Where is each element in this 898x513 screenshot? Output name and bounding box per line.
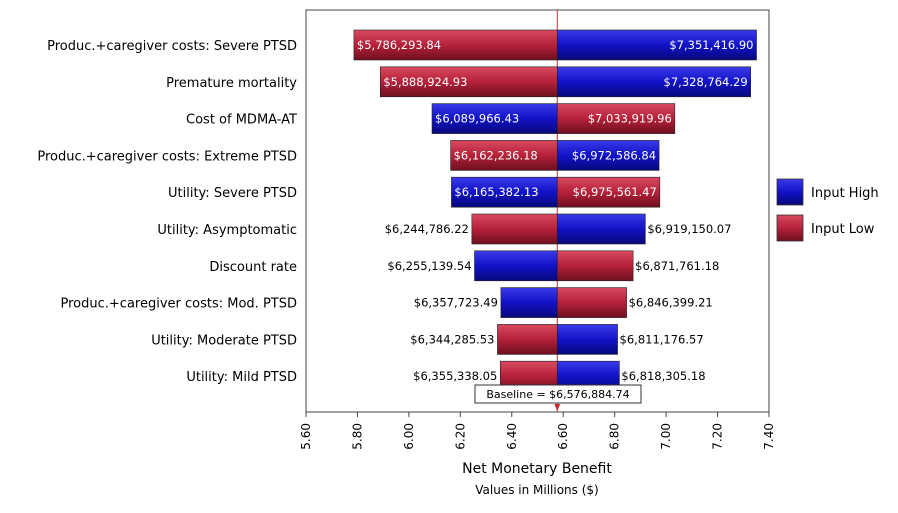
bar-low-value-label: $6,165,382.13 [454,185,538,199]
bar-low-segment [380,66,558,98]
x-tick-label: 6.20 [453,423,467,450]
x-axis-title: Net Monetary Benefit [462,461,612,477]
bar-high-segment [556,287,627,318]
x-tick-label: 5.60 [299,423,313,450]
bar-high-value-label: $6,811,176.57 [620,332,704,346]
category-label: Cost of MDMA-AT [186,113,297,128]
bar-low-value-label: $6,162,236.18 [454,148,538,162]
x-tick-label: 7.20 [711,423,725,450]
legend-swatch-input-high [776,178,804,206]
category-label: Utility: Asymptomatic [157,223,297,238]
category-label: Utility: Moderate PTSD [151,333,297,348]
bar-low-value-label: $6,244,786.22 [385,222,469,236]
category-label: Produc.+caregiver costs: Mod. PTSD [61,297,297,312]
x-tick-label: 6.60 [556,423,570,450]
bar-low-segment [471,213,558,245]
baseline-label: Baseline = $6,576,884.74 [486,388,629,401]
baseline-marker [554,404,561,411]
bar-low-value-label: $5,888,924.93 [383,75,467,89]
legend-label-input-low: Input Low [811,222,875,237]
bar-low-segment [451,176,558,208]
bar-low-segment [353,29,558,61]
bar-low-segment [431,103,558,134]
bar-high-value-label: $6,846,399.21 [629,296,713,310]
legend-label-input-high: Input High [811,186,879,201]
bar-high-value-label: $6,818,305.18 [621,369,705,383]
bar-high-segment [556,140,660,171]
bar-low-value-label: $6,344,285.53 [410,332,494,346]
bar-low-segment [474,250,558,282]
category-label: Utility: Mild PTSD [186,370,297,385]
category-label: Produc.+caregiver costs: Severe PTSD [47,39,297,54]
bar-low-segment [500,287,558,318]
bar-high-value-label: $6,972,586.84 [572,148,656,162]
legend: Input High Input Low [776,178,879,242]
category-label: Premature mortality [166,76,297,91]
bar-low-value-label: $6,355,338.05 [413,369,497,383]
x-tick-label: 6.00 [402,423,416,450]
bar-high-segment [556,250,634,282]
x-axis-subtitle: Values in Millions ($) [475,483,598,497]
x-tick-label: 6.40 [505,423,519,450]
category-label: Discount rate [209,260,297,275]
x-tick-label: 6.80 [608,423,622,450]
category-label: Utility: Severe PTSD [168,186,297,201]
bar-high-segment [556,29,757,61]
bar-high-value-label: $6,975,561.47 [573,185,657,199]
bar-low-segment [497,324,558,355]
x-axis-ticks: 5.60 5.80 6.00 6.20 6.40 6.60 6.80 7.00 7.20 7.40 [299,412,776,450]
bar-high-segment [556,66,751,98]
legend-swatch-input-low [776,214,804,242]
category-label: Produc.+caregiver costs: Extreme PTSD [37,149,297,164]
x-tick-label: 5.80 [350,423,364,450]
bar-low-value-label: $5,786,293.84 [357,38,441,52]
bar-high-segment [556,213,646,245]
bar-high-segment [556,176,661,208]
bar-low-value-label: $6,255,139.54 [387,259,471,273]
x-tick-label: 7.40 [762,423,776,450]
bar-high-value-label: $7,351,416.90 [669,38,753,52]
bar-high-segment [556,324,618,355]
bar-high-value-label: $7,328,764.29 [664,75,748,89]
x-tick-label: 7.00 [659,423,673,450]
bar-high-value-label: $6,871,761.18 [635,259,719,273]
bar-high-value-label: $6,919,150.07 [647,222,731,236]
bar-high-value-label: $7,033,919.96 [588,112,672,126]
bar-low-value-label: $6,357,723.49 [414,296,498,310]
baseline-box: Baseline = $6,576,884.74 [474,384,642,411]
bar-low-value-label: $6,089,966.43 [435,112,519,126]
category-labels: Produc.+caregiver costs: Severe PTSD Prem… [37,39,297,385]
bar-high-segment [556,103,676,134]
